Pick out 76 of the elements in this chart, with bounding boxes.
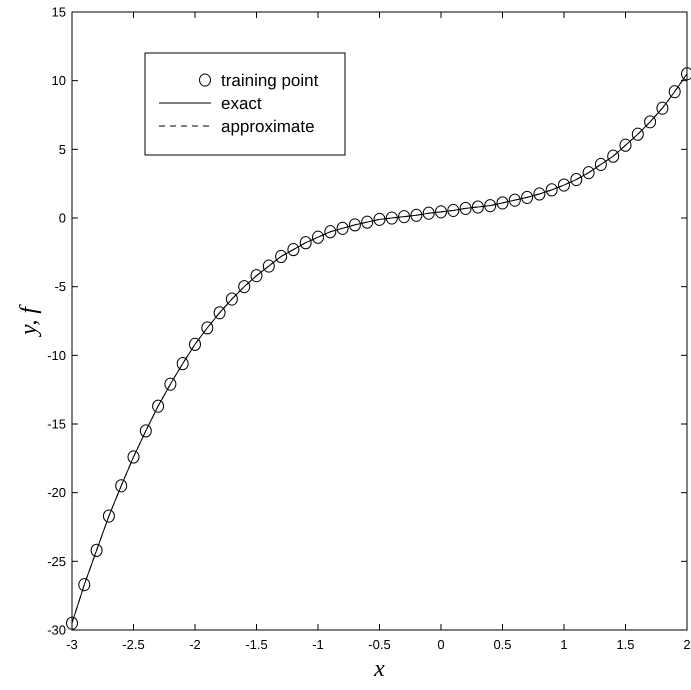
point	[262, 260, 275, 273]
point	[140, 424, 152, 438]
point	[484, 199, 496, 212]
point	[164, 378, 176, 391]
point	[214, 306, 226, 320]
x-tick-label: 1.5	[616, 637, 635, 652]
point	[90, 544, 103, 557]
x-tick-label: -2	[189, 637, 201, 652]
point	[398, 210, 410, 224]
point	[386, 211, 398, 225]
point	[176, 357, 189, 370]
point	[275, 250, 288, 264]
point	[607, 150, 620, 163]
point	[582, 166, 595, 180]
point	[287, 243, 300, 256]
point	[78, 578, 90, 592]
x-tick-label: -1	[312, 637, 324, 652]
legend-label: exact	[221, 94, 262, 113]
point	[447, 204, 460, 217]
x-tick-label: 0.5	[493, 637, 512, 652]
point	[300, 236, 312, 250]
x-tick-label: 0	[437, 637, 445, 652]
point	[312, 230, 324, 244]
point	[435, 205, 447, 218]
y-axis-title: y, f	[16, 304, 42, 337]
point	[361, 216, 374, 229]
point	[422, 206, 435, 220]
point	[238, 280, 250, 294]
legend-label: approximate	[221, 117, 315, 136]
point	[102, 509, 115, 523]
x-axis-title: x	[373, 656, 386, 682]
point	[66, 616, 78, 630]
x-tick-label: -0.5	[368, 637, 391, 652]
point	[152, 400, 164, 413]
point	[656, 102, 668, 115]
point	[374, 212, 386, 226]
point	[521, 190, 534, 204]
point	[189, 338, 201, 351]
x-tick-label: -2.5	[122, 637, 145, 652]
legend-label: training point	[221, 71, 319, 90]
x-tick-label: 2	[683, 637, 691, 652]
y-tick-label: -5	[54, 279, 66, 294]
point	[558, 178, 570, 192]
point	[226, 292, 238, 306]
point	[632, 128, 644, 141]
point	[348, 218, 361, 232]
point	[201, 321, 214, 334]
point	[336, 222, 349, 235]
point	[128, 450, 140, 464]
point	[546, 183, 558, 196]
x-tick-label: -3	[66, 637, 78, 652]
y-tick-label: 5	[58, 142, 66, 157]
y-tick-label: 15	[52, 4, 66, 20]
point	[594, 158, 607, 171]
x-tick-label: 1	[560, 637, 568, 652]
point	[620, 138, 632, 152]
y-tick-label: -15	[47, 416, 66, 432]
point	[668, 85, 681, 98]
y-tick-label: -30	[47, 622, 66, 638]
point	[324, 225, 336, 238]
point	[472, 200, 484, 214]
point	[508, 194, 521, 207]
y-tick-label: 10	[52, 73, 66, 88]
point	[496, 196, 508, 210]
point	[570, 172, 582, 186]
y-tick-label: -25	[47, 554, 66, 569]
point	[460, 202, 472, 215]
point	[410, 208, 422, 222]
y-tick-label: -20	[47, 485, 66, 500]
point	[250, 269, 262, 282]
point	[644, 115, 656, 128]
y-tick-label: 0	[58, 210, 66, 226]
point	[115, 479, 128, 492]
y-tick-label: -10	[47, 348, 66, 363]
point	[533, 187, 546, 201]
x-tick-label: -1.5	[245, 637, 268, 652]
